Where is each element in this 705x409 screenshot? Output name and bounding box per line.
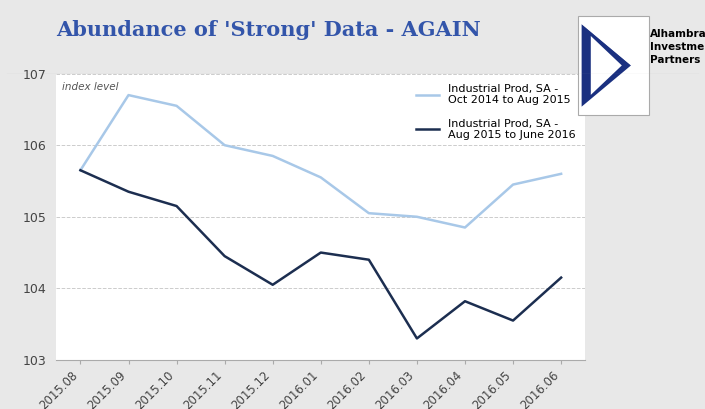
Legend: Industrial Prod, SA -
Oct 2014 to Aug 2015, Industrial Prod, SA -
Aug 2015 to Ju: Industrial Prod, SA - Oct 2014 to Aug 20… [412,79,580,145]
Text: index level: index level [62,82,118,92]
Text: Abundance of 'Strong' Data - AGAIN: Abundance of 'Strong' Data - AGAIN [56,20,481,40]
Polygon shape [591,36,622,95]
Text: Alhambra
Investment
Partners: Alhambra Investment Partners [650,29,705,65]
Polygon shape [582,24,631,107]
Polygon shape [582,24,631,65]
